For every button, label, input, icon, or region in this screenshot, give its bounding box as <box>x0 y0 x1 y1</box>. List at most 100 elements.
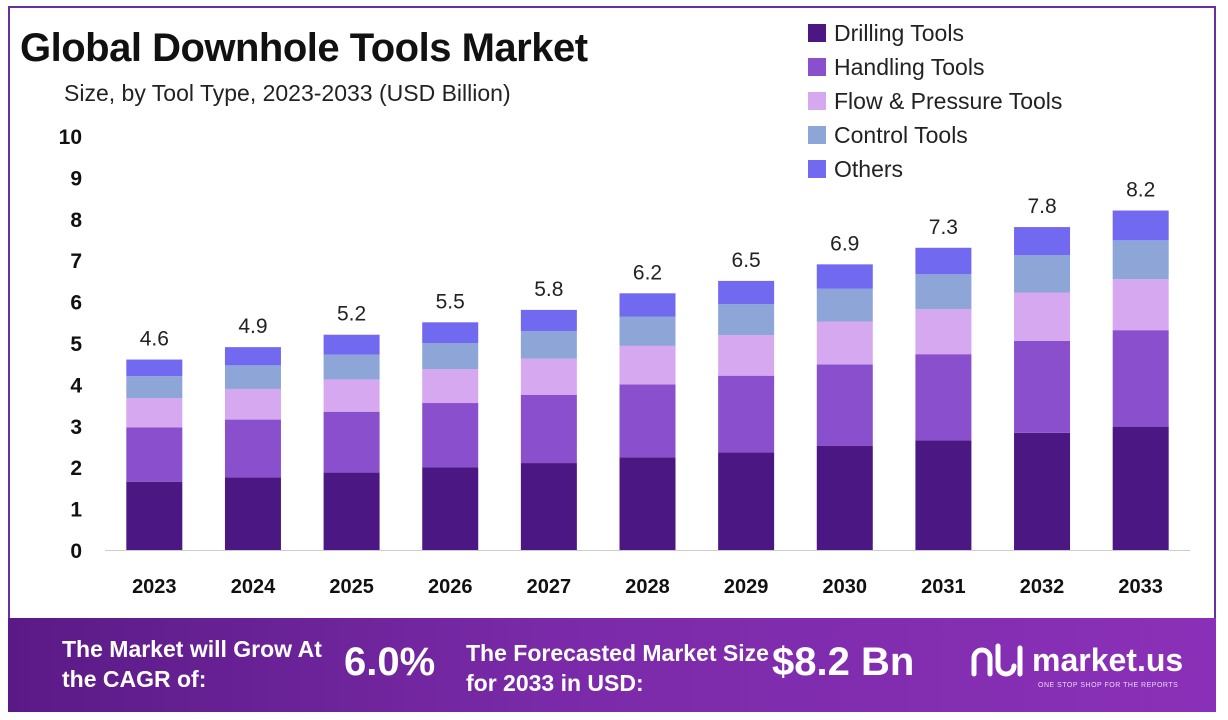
bar-segment-flow-pressure-tools <box>619 345 676 385</box>
cagr-label: The Market will Grow At the CAGR of: <box>62 636 322 692</box>
bar-segment-drilling-tools <box>224 477 281 550</box>
y-tick-label: 9 <box>70 167 82 190</box>
footer-banner: The Market will Grow At the CAGR of: 6.0… <box>8 618 1216 712</box>
legend-item-flow-pressure-tools: Flow & Pressure Tools <box>808 84 1062 118</box>
bar-segment-handling-tools <box>915 354 972 441</box>
y-tick-label: 2 <box>70 457 82 480</box>
bar-total-label: 5.2 <box>337 303 366 326</box>
bar-segment-handling-tools <box>1112 330 1169 427</box>
bar-segment-others <box>126 359 183 377</box>
bar-segment-control-tools <box>915 274 972 310</box>
bar-segment-flow-pressure-tools <box>126 398 183 428</box>
bar-segment-flow-pressure-tools <box>422 369 479 404</box>
chart-title: Global Downhole Tools Market <box>20 26 588 70</box>
bar-total-label: 8.2 <box>1126 179 1155 202</box>
bar-segment-control-tools <box>1112 240 1169 280</box>
bar-total-label: 4.9 <box>238 315 267 338</box>
bar-segment-flow-pressure-tools <box>224 388 281 420</box>
bar-segment-flow-pressure-tools <box>915 309 972 355</box>
x-tick-label: 2025 <box>329 576 374 598</box>
chart-subtitle: Size, by Tool Type, 2023-2033 (USD Billi… <box>64 80 511 106</box>
legend-swatch <box>808 126 826 144</box>
bar-segment-others <box>422 322 479 343</box>
y-tick-label: 10 <box>59 126 82 149</box>
bar-segment-control-tools <box>224 365 281 389</box>
y-tick-label: 3 <box>70 416 82 439</box>
bar-segment-control-tools <box>520 330 577 359</box>
x-tick-label: 2033 <box>1118 576 1163 598</box>
bar-segment-others <box>520 309 577 331</box>
y-tick-label: 5 <box>70 333 82 356</box>
brand-logo: market.us <box>968 640 1183 680</box>
y-tick-label: 1 <box>70 499 82 522</box>
bar-segment-flow-pressure-tools <box>816 321 873 365</box>
bar-total-label: 6.9 <box>830 232 859 255</box>
bar-segment-drilling-tools <box>718 452 775 550</box>
bar-segment-handling-tools <box>619 384 676 458</box>
bar-segment-handling-tools <box>126 427 183 482</box>
bar-segment-drilling-tools <box>915 440 972 550</box>
bar-segment-others <box>323 334 380 355</box>
x-tick-label: 2029 <box>724 576 769 598</box>
x-tick-label: 2032 <box>1020 576 1065 598</box>
bar-total-label: 6.2 <box>633 261 662 284</box>
legend-swatch <box>808 92 826 110</box>
cagr-value: 6.0% <box>344 640 436 684</box>
x-tick-label: 2026 <box>428 576 473 598</box>
bar-segment-drilling-tools <box>1112 426 1169 550</box>
forecast-value: $8.2 Bn <box>772 640 915 684</box>
bar-segment-handling-tools <box>520 394 577 464</box>
bar-segment-handling-tools <box>224 419 281 478</box>
bar-segment-handling-tools <box>816 364 873 446</box>
bar-segment-control-tools <box>816 288 873 322</box>
bar-segment-others <box>915 247 972 275</box>
bar-total-label: 7.3 <box>929 216 958 239</box>
chart-legend: Drilling Tools Handling Tools Flow & Pre… <box>808 16 1062 186</box>
x-tick-label: 2024 <box>231 576 276 598</box>
legend-item-control-tools: Control Tools <box>808 118 1062 152</box>
bar-segment-others <box>224 347 281 366</box>
y-tick-label: 7 <box>70 250 82 273</box>
bar-segment-others <box>718 280 775 305</box>
x-tick-label: 2030 <box>823 576 868 598</box>
bar-total-label: 6.5 <box>732 249 761 272</box>
bar-segment-flow-pressure-tools <box>520 358 577 395</box>
bar-segment-drilling-tools <box>619 457 676 550</box>
bar-segment-drilling-tools <box>323 472 380 550</box>
bar-segment-control-tools <box>718 304 775 336</box>
bar-segment-drilling-tools <box>422 467 479 550</box>
legend-swatch <box>808 24 826 42</box>
bar-segment-drilling-tools <box>1014 432 1071 550</box>
bar-total-label: 7.8 <box>1027 195 1056 218</box>
legend-item-others: Others <box>808 152 1062 186</box>
x-tick-label: 2031 <box>921 576 966 598</box>
legend-swatch <box>808 160 826 178</box>
legend-swatch <box>808 58 826 76</box>
bar-segment-control-tools <box>323 354 380 380</box>
brand-name: market.us <box>1032 641 1184 678</box>
legend-label: Handling Tools <box>834 53 985 80</box>
x-tick-label: 2027 <box>527 576 572 598</box>
y-tick-label: 8 <box>70 209 82 232</box>
forecast-label: The Forecasted Market Size for 2033 in U… <box>466 640 769 696</box>
y-tick-label: 6 <box>70 292 82 315</box>
bar-total-label: 4.6 <box>140 328 169 351</box>
bar-segment-flow-pressure-tools <box>323 379 380 412</box>
bar-segment-flow-pressure-tools <box>1112 279 1169 331</box>
bar-segment-control-tools <box>619 316 676 346</box>
bar-segment-flow-pressure-tools <box>1014 292 1071 341</box>
bar-segment-control-tools <box>422 343 479 370</box>
legend-item-handling-tools: Handling Tools <box>808 50 1062 84</box>
bar-segment-handling-tools <box>1014 340 1071 433</box>
bar-segment-drilling-tools <box>126 481 183 550</box>
bar-segment-others <box>619 293 676 317</box>
legend-label: Control Tools <box>834 121 968 148</box>
bar-segment-others <box>1014 227 1071 256</box>
bar-total-label: 5.5 <box>436 290 465 313</box>
market-us-logo-icon <box>971 643 1023 677</box>
bar-segment-control-tools <box>126 376 183 399</box>
bar-segment-others <box>816 264 873 289</box>
x-tick-label: 2023 <box>132 576 177 598</box>
x-tick-label: 2028 <box>625 576 670 598</box>
brand-tagline: ONE STOP SHOP FOR THE REPORTS <box>1038 682 1179 689</box>
